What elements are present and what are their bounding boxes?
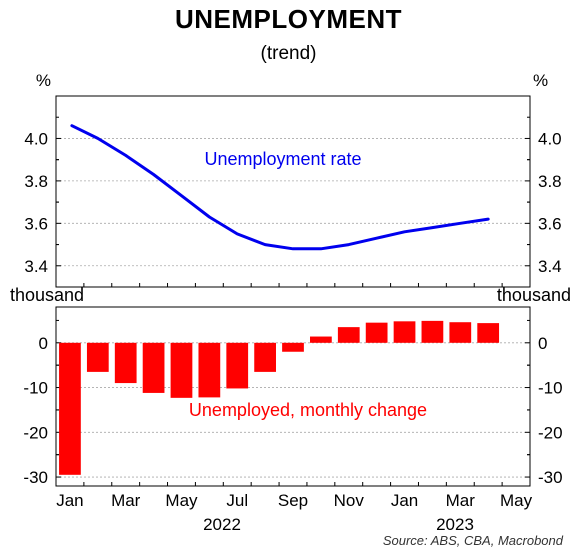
year-label-2022: 2022 — [203, 515, 241, 534]
monthly-change-bar — [226, 342, 249, 389]
monthly-change-bar — [142, 342, 165, 393]
line-panel-ytick-label-left: 4.0 — [24, 129, 48, 148]
line-unit-label-left: % — [36, 71, 51, 90]
bar-panel-ytick-label-right: -20 — [538, 423, 563, 442]
chart-title: UNEMPLOYMENT — [175, 4, 402, 34]
x-tick-label: Mar — [446, 491, 476, 510]
line-panel-ytick-label-right: 3.6 — [538, 214, 562, 233]
line-unit-label-right: % — [533, 71, 548, 90]
monthly-change-bar — [337, 327, 360, 343]
line-panel-ytick-label-right: 3.4 — [538, 257, 562, 276]
unemployment-rate-label: Unemployment rate — [204, 149, 361, 169]
source-note: Source: ABS, CBA, Macrobond — [382, 533, 563, 548]
x-tick-label: Nov — [334, 491, 365, 510]
bar-panel-ytick-label-right: -10 — [538, 379, 563, 398]
x-tick-label: May — [165, 491, 198, 510]
monthly-change-bar — [254, 342, 276, 372]
bar-unit-label-right: thousand — [497, 285, 571, 305]
monthly-change-bar — [282, 342, 304, 352]
bar-panel-ytick-label-left: -30 — [23, 468, 48, 487]
bar-unit-label-left: thousand — [10, 285, 84, 305]
monthly-change-bar — [198, 342, 221, 398]
line-panel-ytick-label-left: 3.8 — [24, 172, 48, 191]
x-tick-label: Mar — [111, 491, 141, 510]
x-tick-label: Jan — [56, 491, 83, 510]
line-panel-ytick-label-left: 3.4 — [24, 257, 48, 276]
monthly-change-bar — [59, 342, 81, 475]
monthly-change-bar — [393, 321, 416, 343]
monthly-change-bar — [421, 320, 444, 343]
x-tick-label: Jan — [391, 491, 418, 510]
bar-panel-ytick-label-right: 0 — [538, 334, 547, 353]
year-label-2023: 2023 — [436, 515, 474, 534]
monthly-change-bar — [114, 342, 137, 384]
bar-panel-ytick-label-left: 0 — [39, 334, 48, 353]
monthly-change-label: Unemployed, monthly change — [189, 400, 427, 420]
line-panel-ytick-label-right: 3.8 — [538, 172, 562, 191]
unemployment-rate-line — [70, 124, 490, 251]
line-panel-ytick-label-right: 4.0 — [538, 129, 562, 148]
line-panel-ytick-label-left: 3.6 — [24, 214, 48, 233]
monthly-change-bar — [170, 342, 193, 398]
bar-panel-ytick-label-left: -20 — [23, 423, 48, 442]
chart-subtitle: (trend) — [260, 43, 317, 64]
monthly-change-bar — [86, 342, 109, 372]
bar-panel-ytick-label-right: -30 — [538, 468, 563, 487]
monthly-change-bar — [449, 322, 472, 343]
monthly-change-bar — [310, 336, 332, 343]
line-panel-frame — [55, 95, 531, 288]
x-tick-label: Jul — [226, 491, 248, 510]
monthly-change-bar — [477, 323, 500, 343]
x-tick-label: May — [500, 491, 533, 510]
x-tick-label: Sep — [278, 491, 308, 510]
bar-panel-frame — [55, 306, 531, 487]
bar-panel-ytick-label-left: -10 — [23, 379, 48, 398]
monthly-change-bar — [365, 322, 388, 343]
